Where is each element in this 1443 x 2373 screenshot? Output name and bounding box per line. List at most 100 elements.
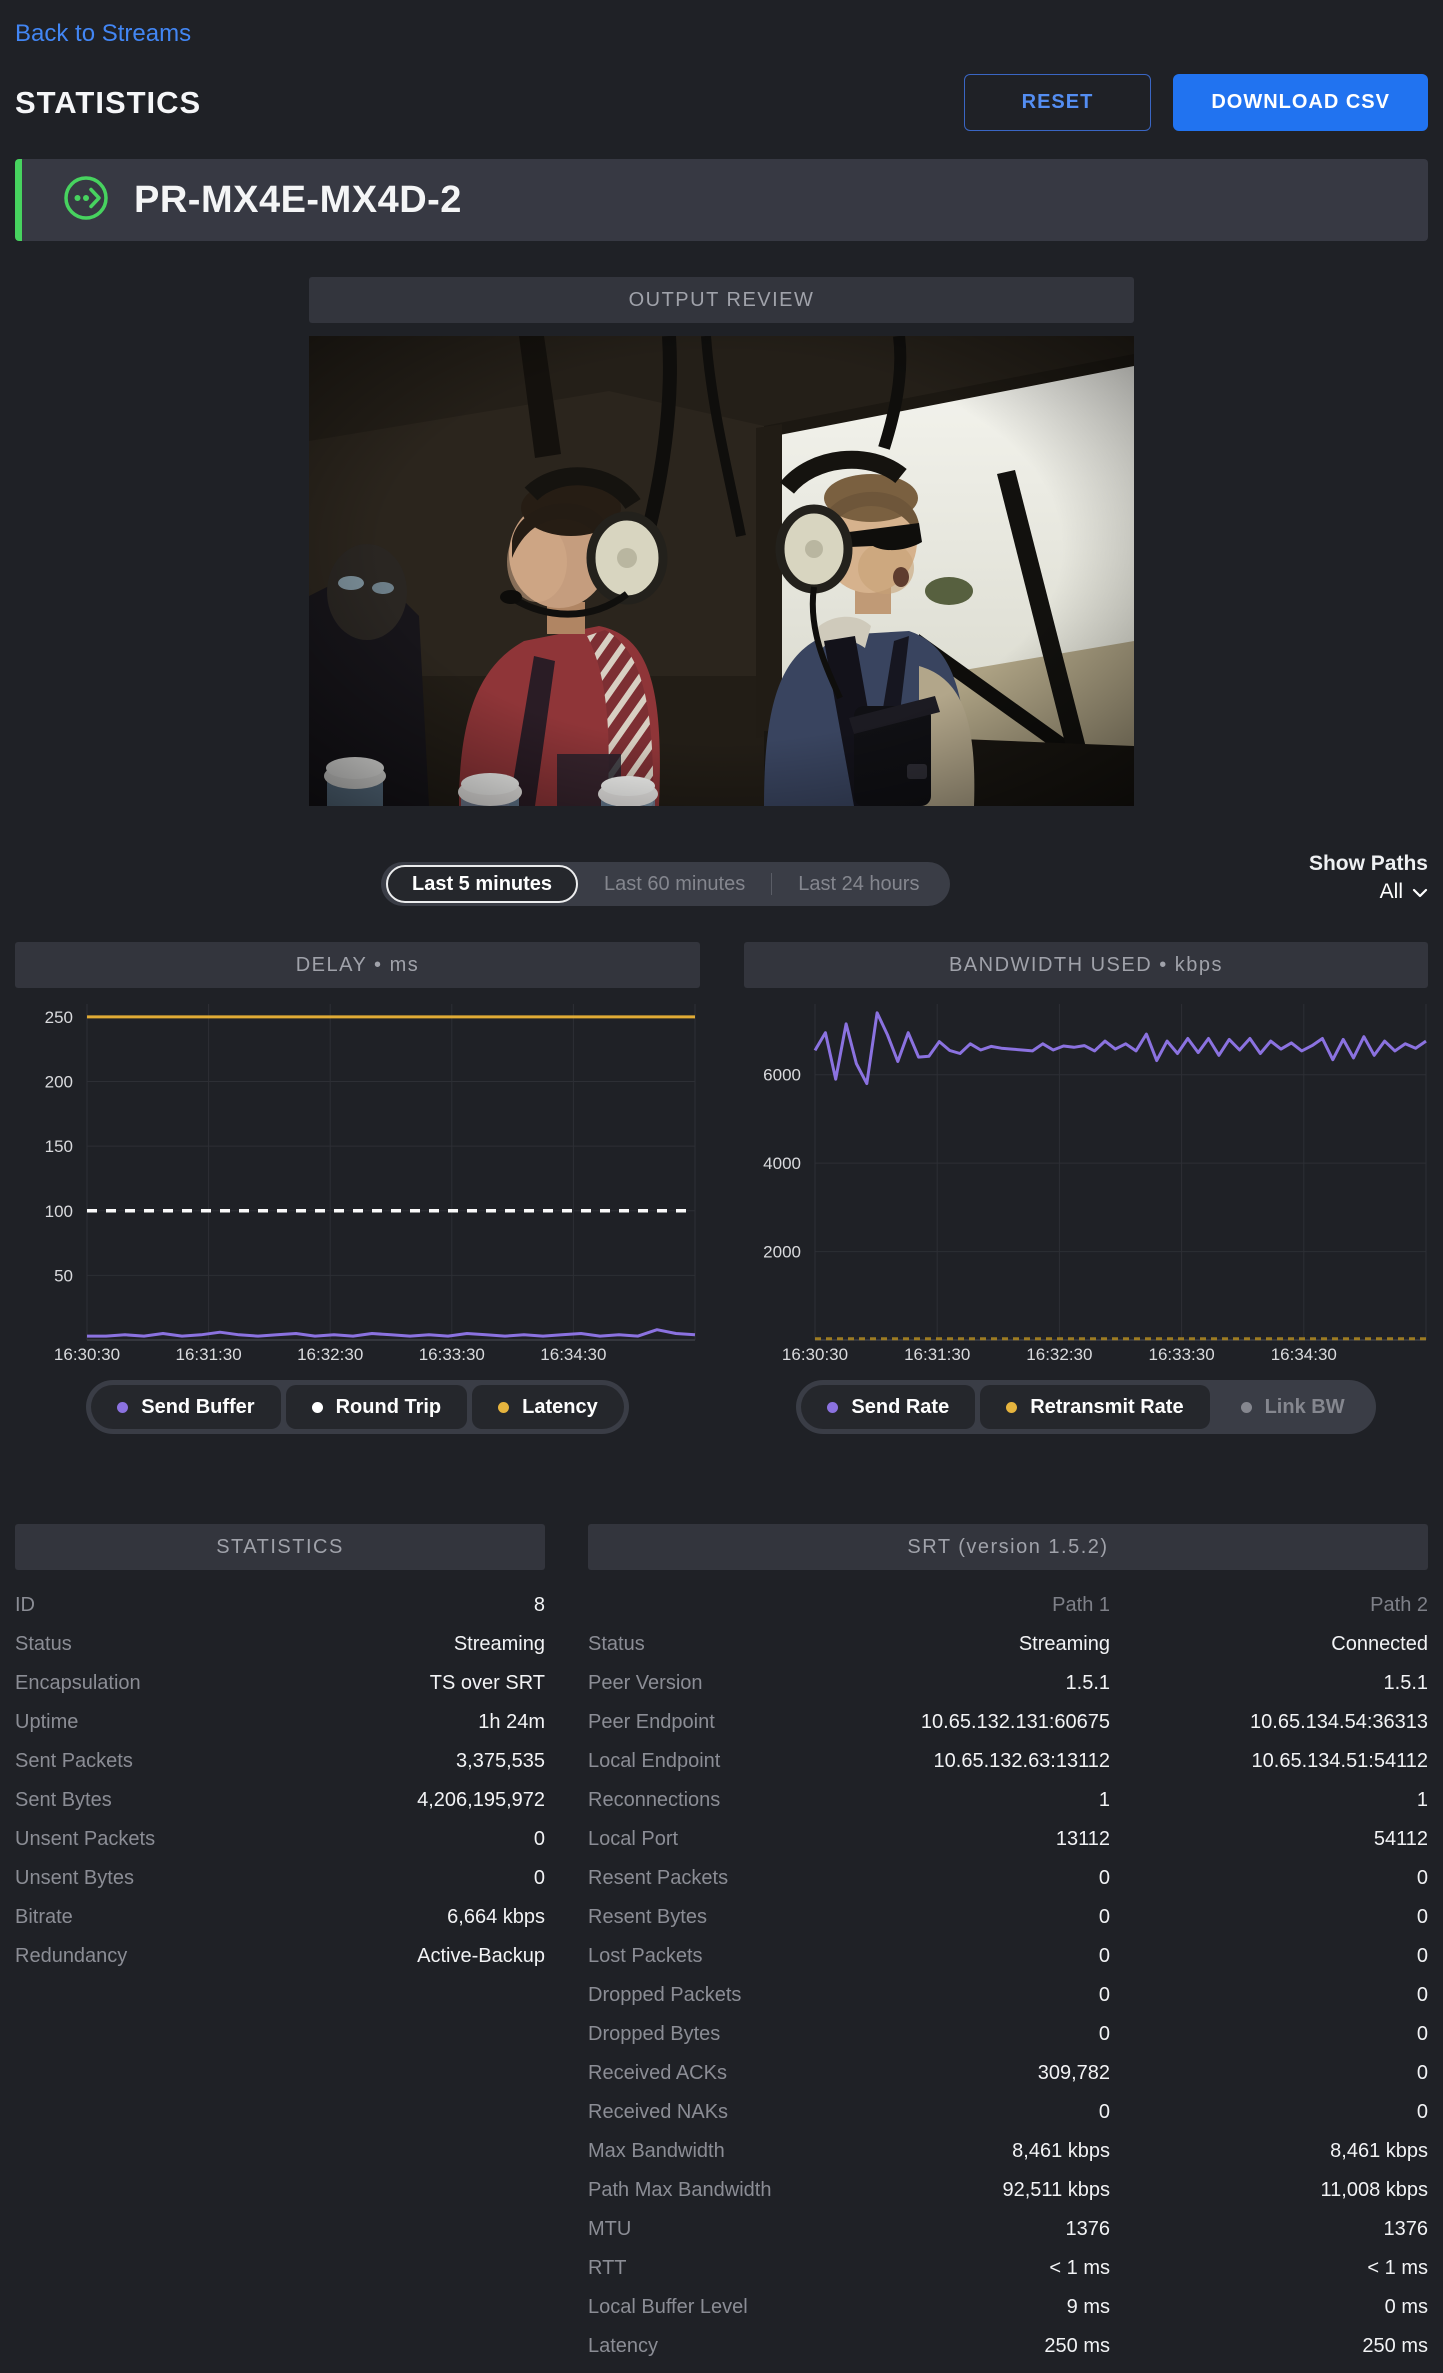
svg-text:200: 200 <box>45 1073 73 1092</box>
srt-label: Resent Bytes <box>588 1906 707 1928</box>
table-row: RTT < 1 ms < 1 ms <box>588 2249 1428 2288</box>
srt-path2-value: 8,461 kbps <box>1330 2140 1428 2162</box>
srt-label: MTU <box>588 2218 632 2240</box>
srt-path1-value: 1.5.1 <box>1065 1672 1110 1694</box>
table-row: Unsent Packets 0 <box>15 1820 545 1859</box>
table-row: Lost Packets 0 0 <box>588 1937 1428 1976</box>
legend-label: Latency <box>522 1395 598 1418</box>
stat-label: Uptime <box>15 1711 79 1733</box>
statistics-table-header: STATISTICS <box>15 1524 545 1570</box>
srt-path2-value: 0 <box>1416 1984 1428 2006</box>
srt-path2-value: 0 <box>1416 1945 1428 1967</box>
table-row: Dropped Bytes 0 0 <box>588 2015 1428 2054</box>
srt-path1-value: 8,461 kbps <box>1012 2140 1110 2162</box>
svg-text:6000: 6000 <box>763 1066 801 1085</box>
srt-path2-value: Connected <box>1331 1633 1428 1655</box>
legend-item[interactable]: Retransmit Rate <box>980 1385 1210 1429</box>
charts-row: DELAY • ms 50 100 150 200 250 16:30:30 16:31:3… <box>15 942 1428 1434</box>
table-row: Status Streaming Connected <box>588 1625 1428 1664</box>
svg-text:250: 250 <box>45 1008 73 1027</box>
table-row: Received ACKs 309,782 0 <box>588 2054 1428 2093</box>
time-range-option[interactable]: Last 5 minutes <box>386 865 579 903</box>
table-row: Sent Packets 3,375,535 <box>15 1742 545 1781</box>
download-csv-button[interactable]: DOWNLOAD CSV <box>1173 74 1428 131</box>
srt-table-panel: SRT (version 1.5.2) Path 1 Path 2 Status St… <box>588 1524 1428 2366</box>
srt-path1-value: Streaming <box>1018 1633 1110 1655</box>
time-range-selector: Last 5 minutes Last 60 minutes Last 24 hou… <box>381 862 951 906</box>
legend-item[interactable]: Send Buffer <box>91 1385 281 1429</box>
srt-table-rows: Path 1 Path 2 Status Streaming Connected Peer… <box>588 1586 1428 2366</box>
svg-text:16:32:30: 16:32:30 <box>297 1345 363 1364</box>
srt-path2-value: 250 ms <box>1362 2335 1428 2357</box>
svg-text:16:30:30: 16:30:30 <box>54 1345 120 1364</box>
stat-label: Encapsulation <box>15 1672 141 1694</box>
srt-label: Peer Endpoint <box>588 1711 715 1733</box>
table-row: Peer Version 1.5.1 1.5.1 <box>588 1664 1428 1703</box>
page-title: STATISTICS <box>15 84 202 120</box>
table-row: ID 8 <box>15 1586 545 1625</box>
srt-path2-value: 0 <box>1416 1906 1428 1928</box>
title-row: STATISTICS RESET DOWNLOAD CSV <box>15 74 1428 131</box>
legend-label: Send Buffer <box>141 1395 255 1418</box>
legend-item[interactable]: Latency <box>472 1385 624 1429</box>
legend-color-dot <box>1006 1401 1018 1413</box>
legend-color-dot <box>498 1401 510 1413</box>
svg-text:16:34:30: 16:34:30 <box>1271 1345 1337 1364</box>
stat-value: 3,375,535 <box>456 1750 545 1772</box>
srt-label: Status <box>588 1633 645 1655</box>
stat-value: Active-Backup <box>417 1945 545 1967</box>
show-paths-label: Show Paths <box>1308 852 1428 875</box>
table-row: Max Bandwidth 8,461 kbps 8,461 kbps <box>588 2132 1428 2171</box>
table-row: Uptime 1h 24m <box>15 1703 545 1742</box>
stat-label: Redundancy <box>15 1945 128 1967</box>
table-row: Dropped Packets 0 0 <box>588 1976 1428 2015</box>
output-video-preview <box>309 335 1134 807</box>
srt-label: Max Bandwidth <box>588 2140 725 2162</box>
srt-label: Local Port <box>588 1828 679 1850</box>
srt-path1-value: 0 <box>1098 2101 1110 2123</box>
svg-text:16:31:30: 16:31:30 <box>176 1345 242 1364</box>
table-row: Reconnections 1 1 <box>588 1781 1428 1820</box>
stat-value: 0 <box>533 1867 545 1889</box>
srt-label: Path Max Bandwidth <box>588 2179 772 2201</box>
srt-label: Dropped Packets <box>588 1984 742 2006</box>
stat-value: 6,664 kbps <box>447 1906 545 1928</box>
path1-column-header: Path 1 <box>1052 1594 1110 1616</box>
show-paths-dropdown[interactable]: All <box>1309 880 1428 904</box>
time-range-option[interactable]: Last 24 hours <box>798 873 920 895</box>
bandwidth-chart: 2000 4000 6000 16:30:30 16:31:30 16:32:30 16:3… <box>763 1004 1427 1364</box>
srt-path1-value: 13112 <box>1055 1828 1110 1850</box>
stat-label: Unsent Bytes <box>15 1867 134 1889</box>
srt-label: Lost Packets <box>588 1945 703 1967</box>
srt-label: Received ACKs <box>588 2062 727 2084</box>
table-row: Latency 250 ms 250 ms <box>588 2327 1428 2366</box>
reset-button[interactable]: RESET <box>963 74 1152 131</box>
legend-item[interactable]: Send Rate <box>801 1385 976 1429</box>
stat-label: Unsent Packets <box>15 1828 156 1850</box>
show-paths-value: All <box>1379 880 1403 903</box>
path2-column-header: Path 2 <box>1370 1594 1428 1616</box>
srt-path1-value: 0 <box>1098 1945 1110 1967</box>
srt-path1-value: 1376 <box>1065 2218 1111 2240</box>
table-row: Local Port 13112 54112 <box>588 1820 1428 1859</box>
legend-label: Round Trip <box>335 1395 442 1418</box>
output-review-section: OUTPUT REVIEW <box>309 277 1134 807</box>
delay-chart-header: DELAY • ms <box>15 942 700 988</box>
srt-path1-value: 92,511 kbps <box>1002 2179 1111 2201</box>
srt-label: Local Endpoint <box>588 1750 721 1772</box>
table-row: MTU 1376 1376 <box>588 2210 1428 2249</box>
legend-item[interactable]: Link BW <box>1215 1385 1371 1429</box>
statistics-table-rows: ID 8 Status Streaming Encapsulation TS over S… <box>15 1586 545 1976</box>
srt-path2-value: 1376 <box>1383 2218 1429 2240</box>
svg-text:16:34:30: 16:34:30 <box>540 1345 606 1364</box>
legend-item[interactable]: Round Trip <box>285 1385 468 1429</box>
back-to-streams-link[interactable]: Back to Streams <box>15 20 192 47</box>
srt-label: Received NAKs <box>588 2101 729 2123</box>
srt-label: Local Buffer Level <box>588 2296 748 2318</box>
stat-label: Sent Bytes <box>15 1789 112 1811</box>
table-row: Local Buffer Level 9 ms 0 ms <box>588 2288 1428 2327</box>
time-range-option[interactable]: Last 60 minutes <box>604 873 746 895</box>
stream-banner: PR-MX4E-MX4D-2 <box>15 159 1428 241</box>
table-row: Sent Bytes 4,206,195,972 <box>15 1781 545 1820</box>
srt-path1-value: 250 ms <box>1044 2335 1110 2357</box>
